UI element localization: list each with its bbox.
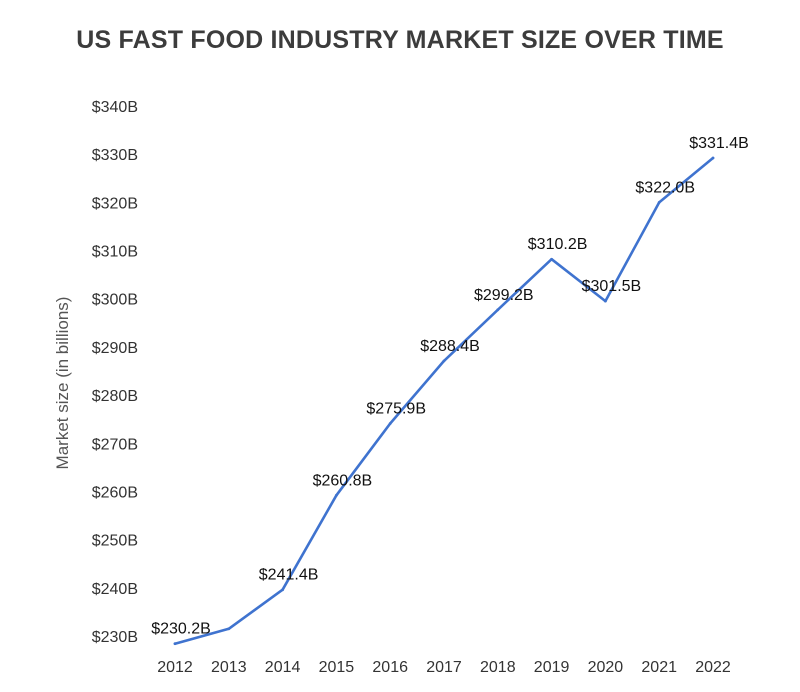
data-label: $331.4B [689,135,749,152]
data-point [711,156,715,160]
x-tick-label: 2014 [265,659,301,676]
x-tick-label: 2015 [319,659,355,676]
x-tick-label: 2012 [157,659,193,676]
x-tick-label: 2017 [426,659,462,676]
y-tick-label: $340B [92,99,138,116]
data-point [657,200,661,204]
y-axis-label: Market size (in billions) [53,297,72,470]
data-label: $310.2B [528,236,588,253]
y-tick-label: $280B [92,388,138,405]
x-tick-labels: 2012 2013 2014 2015 2016 2017 2018 2019 2020 2021… [157,659,731,676]
x-tick-label: 2013 [211,659,247,676]
y-tick-label: $250B [92,533,138,550]
data-point [496,308,500,312]
data-label: $260.8B [313,472,373,489]
y-tick-labels: $230B $240B $250B $260B $270B $280B $290B $300B… [92,99,138,646]
x-tick-label: 2021 [641,659,677,676]
data-labels: $230.2B $241.4B $260.8B $275.9B $288.4B $299.… [151,135,749,638]
data-point [173,642,177,646]
y-tick-label: $310B [92,244,138,261]
data-label: $230.2B [151,621,211,638]
data-point [604,299,607,303]
data-point [388,422,392,425]
data-point [442,359,446,363]
y-tick-label: $320B [92,195,138,212]
data-point [335,493,338,497]
series-line [173,156,715,646]
data-label: $288.4B [420,338,480,355]
y-tick-label: $290B [92,340,138,357]
y-tick-label: $240B [92,581,138,598]
y-tick-label: $270B [92,436,138,453]
y-tick-label: $260B [92,484,138,501]
chart-title: US FAST FOOD INDUSTRY MARKET SIZE OVER T… [76,26,724,54]
x-tick-label: 2022 [695,659,731,676]
y-tick-label: $230B [92,629,138,646]
series-layer [173,156,715,646]
data-point [550,257,553,261]
data-label: $299.2B [474,287,534,304]
data-label: $322.0B [635,179,695,196]
data-label: $301.5B [582,278,642,295]
data-point [281,588,284,592]
y-tick-label: $300B [92,292,138,309]
x-tick-label: 2018 [480,659,516,676]
x-tick-label: 2020 [588,659,624,676]
data-point [227,627,231,631]
data-label: $275.9B [366,401,426,418]
data-label: $241.4B [259,567,319,584]
y-tick-label: $330B [92,147,138,164]
x-tick-label: 2019 [534,659,570,676]
x-tick-label: 2016 [372,659,408,676]
